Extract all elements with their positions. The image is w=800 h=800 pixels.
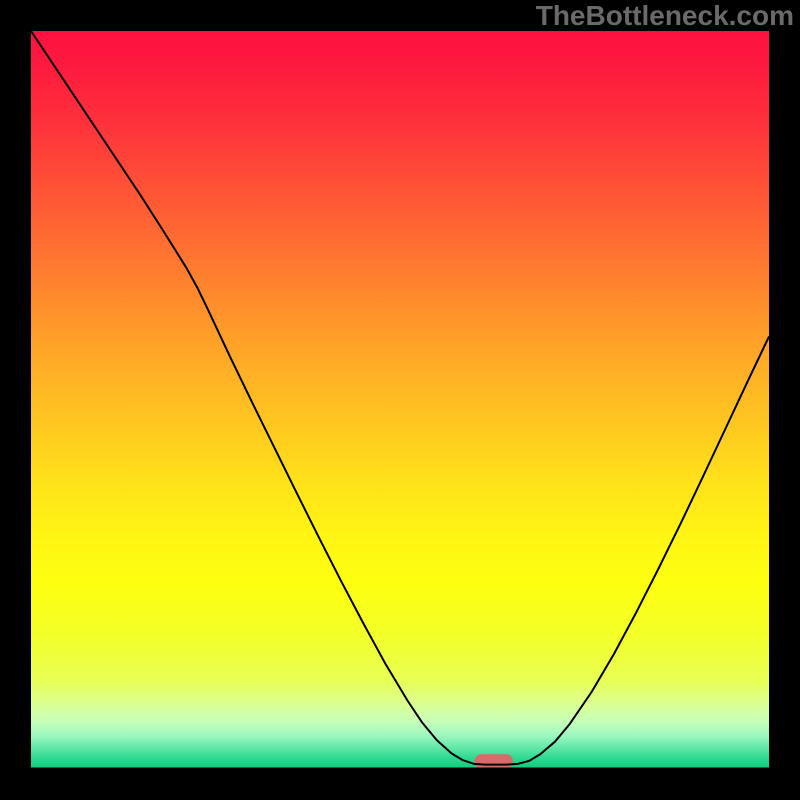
chart-svg: [31, 31, 769, 769]
optimal-marker: [475, 754, 513, 769]
attribution-watermark: TheBottleneck.com: [536, 0, 794, 32]
plot-area: [31, 31, 769, 769]
chart-container: TheBottleneck.com: [0, 0, 800, 800]
gradient-background: [31, 31, 769, 769]
